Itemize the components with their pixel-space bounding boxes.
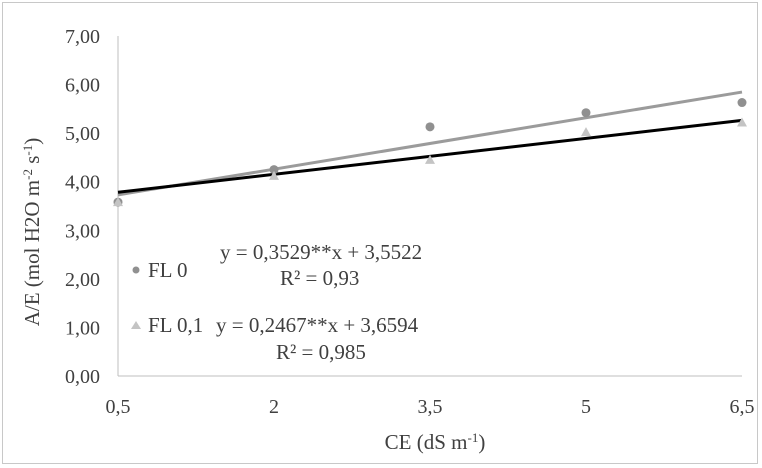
- trendlines: [117, 90, 743, 197]
- x-axis-title-end: ): [478, 430, 485, 454]
- data-point-fl01: [581, 127, 591, 137]
- legend-marker-fl0: [132, 266, 140, 274]
- data-point-fl0: [581, 108, 591, 118]
- x-axis-title-main: CE (dS m: [385, 430, 468, 454]
- legend: FL 0 FL 0,1: [131, 258, 203, 337]
- x-tick-label: 3,5: [418, 396, 443, 418]
- data-point-fl01: [425, 154, 435, 164]
- legend-label-fl0: FL 0: [148, 258, 187, 282]
- y-axis-title-sup2: -1: [20, 145, 35, 156]
- y-axis-title-main: A/E (mol H2O m: [20, 180, 44, 326]
- y-axis-title: A/E (mol H2O m-2 s-1): [20, 138, 45, 327]
- y-tick-label: 5,00: [65, 123, 100, 145]
- y-axis-title-mid: s: [20, 156, 44, 169]
- y-tick-label: 6,00: [65, 75, 100, 97]
- legend-label-fl01: FL 0,1: [148, 313, 203, 337]
- y-tick-label: 7,00: [65, 26, 100, 48]
- y-tick-label: 1,00: [65, 317, 100, 339]
- x-tick-label: 0,5: [106, 396, 131, 418]
- x-tick-label: 2: [269, 396, 279, 418]
- data-point-fl01: [113, 197, 123, 207]
- r2-fl0: R² = 0,93: [280, 266, 359, 290]
- x-tick-label: 5: [581, 396, 591, 418]
- data-point-fl01: [269, 170, 279, 180]
- data-markers: [113, 98, 747, 207]
- legend-marker-fl01: [131, 321, 141, 329]
- data-point-fl0: [425, 122, 435, 132]
- trendline-fl0: [117, 90, 743, 197]
- y-tick-label: 4,00: [65, 172, 100, 194]
- data-point-fl01: [737, 117, 747, 127]
- x-tick-label: 6,5: [730, 396, 755, 418]
- data-point-fl0: [269, 165, 279, 175]
- chart-frame: [2, 2, 758, 464]
- y-tick-label: 0,00: [65, 366, 100, 388]
- y-tick-labels: 0,00 1,00 2,00 3,00 4,00 5,00 6,00 7,00: [65, 26, 100, 388]
- equations: y = 0,3529**x + 3,5522 R² = 0,93 y = 0,2…: [216, 240, 422, 364]
- equation-fl0: y = 0,3529**x + 3,5522: [220, 240, 422, 264]
- data-point-fl0: [737, 98, 747, 108]
- x-tick-labels: 0,5 2 3,5 5 6,5: [106, 396, 755, 418]
- x-axis-title: CE (dS m-1): [385, 430, 486, 455]
- y-axis-title-sup1: -2: [20, 169, 35, 180]
- y-tick-label: 3,00: [65, 220, 100, 242]
- r2-fl01: R² = 0,985: [276, 340, 366, 364]
- y-axis-title-end: ): [20, 138, 44, 145]
- equation-fl01: y = 0,2467**x + 3,6594: [216, 313, 419, 337]
- x-axis-title-sup: -1: [468, 430, 479, 445]
- y-tick-label: 2,00: [65, 269, 100, 291]
